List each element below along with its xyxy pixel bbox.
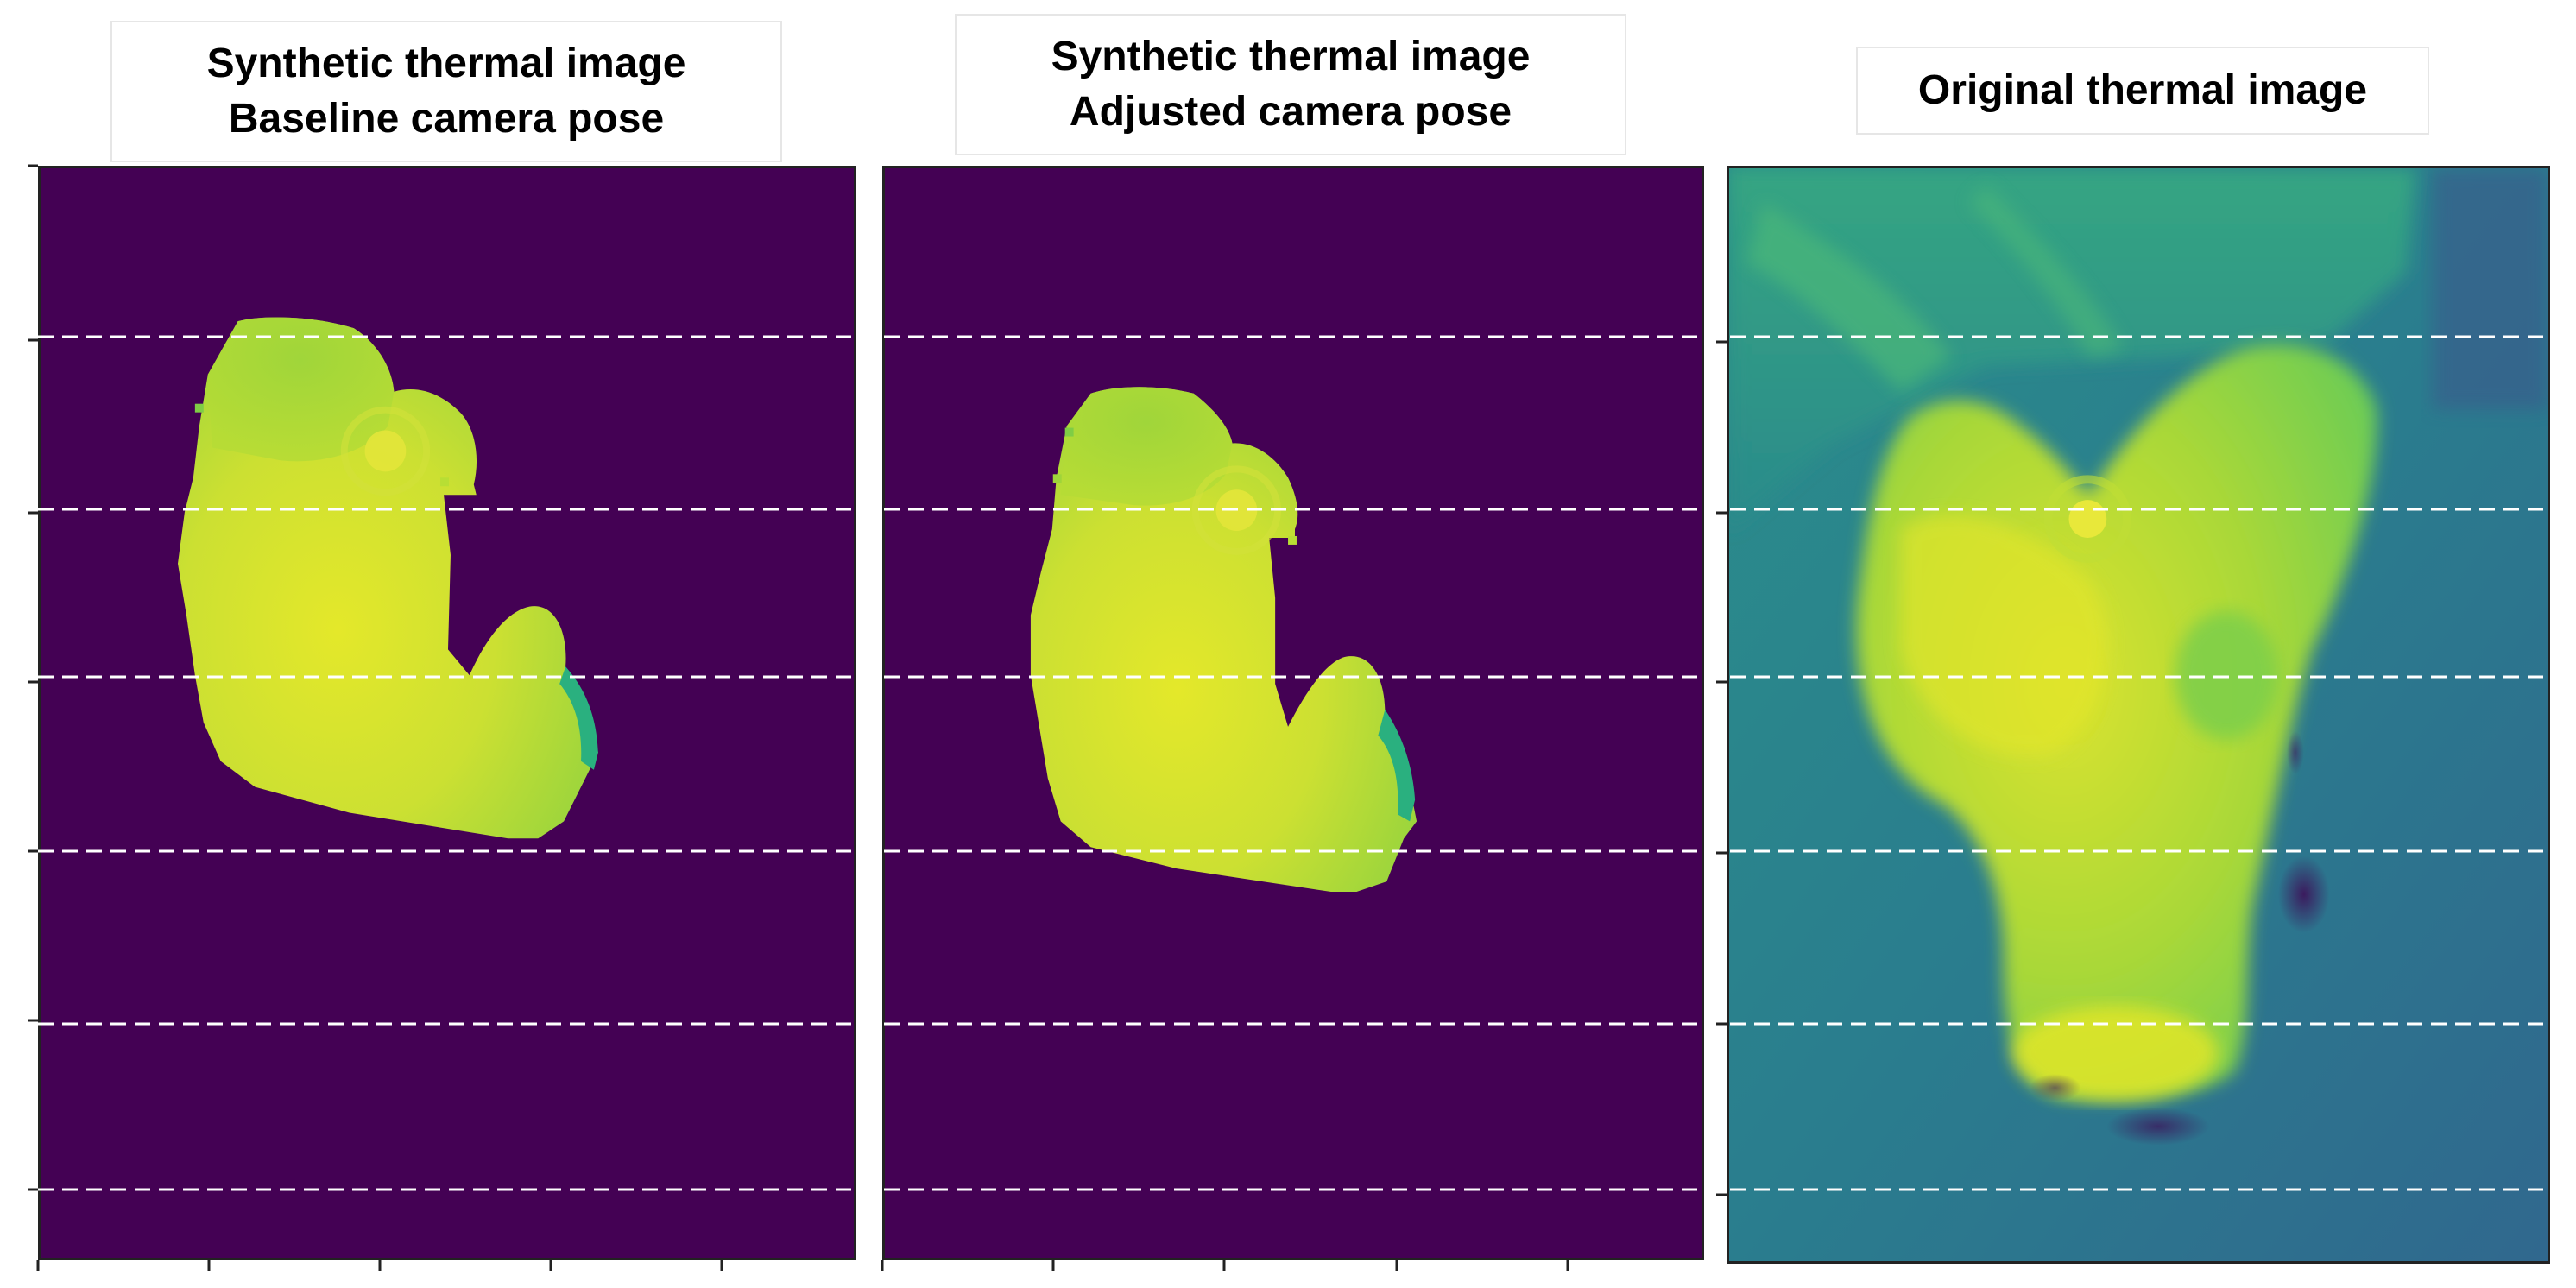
original-thermal-image bbox=[1729, 168, 2548, 1261]
synthetic-baseline-image-panel bbox=[38, 166, 856, 1260]
cold-spot-bottom bbox=[2106, 1107, 2210, 1146]
object-lobe bbox=[2175, 610, 2278, 740]
object-top-lobe bbox=[1060, 387, 1233, 506]
background bbox=[885, 168, 1702, 1258]
object-hot-spot bbox=[1215, 489, 1258, 532]
synthetic-adjusted-image-panel bbox=[882, 166, 1704, 1260]
panel-1-title-line-1: Synthetic thermal image bbox=[206, 41, 686, 86]
synthetic-adjusted-image bbox=[885, 168, 1702, 1258]
panel-2-title: Synthetic thermal image Adjusted camera … bbox=[955, 14, 1626, 155]
object-hot-spot bbox=[364, 430, 407, 472]
object-edge-teal bbox=[1378, 710, 1416, 822]
synthetic-baseline-image bbox=[41, 168, 854, 1258]
object-silhouette bbox=[1030, 387, 1417, 893]
cold-spot-right bbox=[2277, 856, 2330, 933]
original-thermal-image-panel bbox=[1727, 166, 2550, 1264]
object-edge-teal bbox=[559, 666, 598, 770]
panel-2-title-line-2: Adjusted camera pose bbox=[1069, 89, 1512, 135]
object-top-lobe bbox=[207, 317, 395, 462]
panel-1-title: Synthetic thermal image Baseline camera … bbox=[110, 21, 782, 162]
panel-3-title-line-1: Original thermal image bbox=[1917, 67, 2368, 113]
panel-2-title-line-1: Synthetic thermal image bbox=[1051, 34, 1531, 79]
panel-3-title: Original thermal image bbox=[1856, 47, 2429, 135]
panel-1-title-line-2: Baseline camera pose bbox=[228, 96, 665, 142]
object-hot-spot bbox=[2068, 500, 2107, 538]
upper-warm-region bbox=[1729, 168, 2415, 530]
